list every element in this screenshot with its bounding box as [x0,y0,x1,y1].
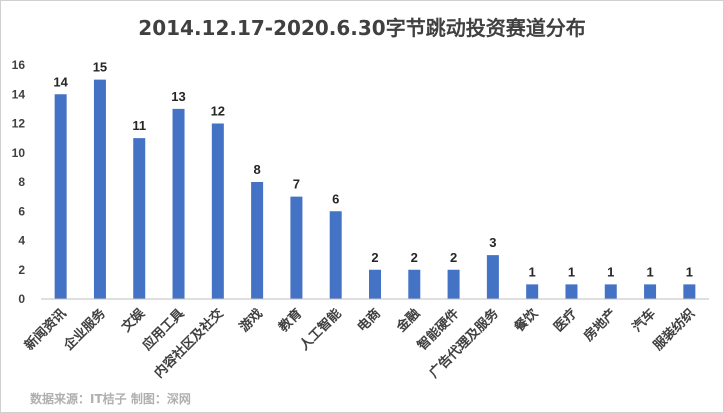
x-category-label: 汽车 [629,306,659,336]
bar [133,138,146,299]
x-category-label: 人工智能 [296,306,344,354]
bar [54,94,67,299]
x-category-label: 餐饮 [511,305,542,336]
data-label: 2 [371,250,378,265]
data-label: 12 [211,104,225,119]
y-tick-label: 6 [18,204,25,218]
bar [369,269,381,299]
data-label: 1 [646,264,653,279]
data-label: 11 [132,118,146,133]
data-label: 3 [489,235,496,250]
bar [211,123,224,299]
data-label: 15 [93,60,107,75]
bar [486,255,499,299]
bar [644,284,657,299]
y-axis: 0 2 4 6 8 10 12 14 16 [12,58,26,306]
x-category-label: 新闻资讯 [21,306,69,354]
data-label: 2 [450,250,457,265]
y-tick-label: 16 [12,58,26,72]
y-tick-label: 12 [12,117,26,131]
data-label: 1 [607,264,614,279]
x-category-label: 文娱 [118,305,148,335]
y-tick-label: 4 [18,234,25,248]
bar [251,182,264,299]
x-category-label: 游戏 [236,306,266,336]
data-label: 2 [411,250,418,265]
data-label: 1 [686,264,693,279]
data-label: 6 [332,191,339,206]
x-category-label: 医疗 [551,306,581,336]
bar [290,196,303,299]
y-tick-label: 14 [12,87,26,101]
x-category-label: 金融 [393,306,423,336]
y-tick-label: 8 [18,175,25,189]
chart-title: 2014.12.17-2020.6.30字节跳动投资赛道分布 [138,16,585,40]
x-category-label: 房地产 [581,306,620,345]
x-category-label: 教育 [275,306,305,336]
bar [172,108,185,299]
bar [329,211,342,299]
source-note: 数据来源：IT桔子 制图：深网 [30,391,191,406]
y-tick-label: 10 [12,146,26,160]
bar [604,284,617,299]
data-label: 1 [568,264,575,279]
data-label: 1 [529,264,536,279]
x-category-label: 电商 [354,306,384,336]
data-label: 7 [293,177,300,192]
data-label: 8 [254,162,261,177]
x-category-label: 服装纺织 [650,306,698,354]
y-tick-label: 0 [18,292,25,306]
bar [526,284,539,299]
bars [54,79,696,299]
bar [565,284,578,299]
bar [447,269,460,299]
data-label: 14 [53,74,68,89]
x-category-label: 广告代理及服务 [426,305,502,381]
x-category-label: 内容社区及社交 [151,306,227,382]
bar [683,284,696,299]
x-category-label: 企业服务 [60,305,109,354]
y-tick-label: 2 [18,263,25,277]
bar [93,79,106,299]
bar [408,269,421,299]
data-label: 13 [171,89,185,104]
